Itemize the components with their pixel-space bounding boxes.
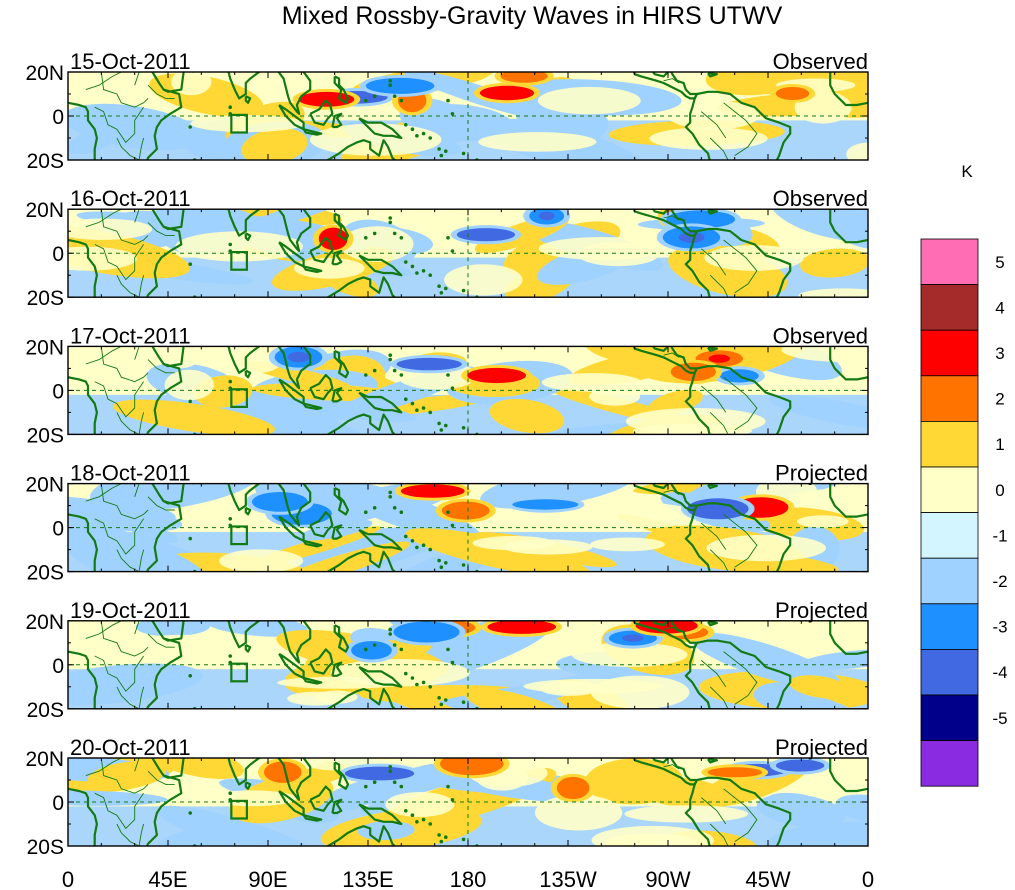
lon-label-180: 180	[450, 867, 487, 890]
colorbar-tick-label: 4	[995, 298, 1004, 317]
panel-type: Projected	[775, 598, 868, 623]
map-panel: 15-Oct-2011 Observed 20N 0 20S	[25, 49, 869, 173]
lon-label-45e: 45E	[148, 867, 187, 890]
panel-date: 19-Oct-2011	[70, 598, 191, 623]
panel-type: Observed	[773, 323, 868, 348]
lon-label-0-end: 0	[862, 867, 874, 890]
colorbar-tick-label: 0	[995, 481, 1004, 500]
colorbar-box	[920, 557, 979, 605]
colorbar-tick-label: -5	[992, 709, 1007, 728]
lat-label: 20N	[25, 474, 64, 497]
map-panel: 16-Oct-2011 Observed 20N 0 20S	[25, 186, 869, 310]
lon-label-135w: 135W	[539, 867, 597, 890]
lon-label-45w: 45W	[745, 867, 790, 890]
longitude-axis: 0 45E 90E 135E 180 135W 90W 45W 0	[62, 867, 874, 890]
figure-title: Mixed Rossby-Gravity Waves in HIRS UTWV	[282, 2, 783, 30]
panel-date: 16-Oct-2011	[70, 186, 191, 211]
panel-date: 18-Oct-2011	[70, 461, 191, 486]
panel-date: 20-Oct-2011	[70, 735, 191, 760]
colorbar-box	[920, 649, 979, 696]
colorbar-tick-label: -3	[992, 618, 1007, 637]
panel-type: Observed	[773, 186, 868, 211]
lat-label: 20S	[27, 836, 64, 859]
lon-label-135e: 135E	[342, 867, 393, 890]
lat-label: 20N	[25, 62, 64, 85]
panel-date: 17-Oct-2011	[70, 323, 191, 348]
colorbar-box	[920, 466, 979, 513]
colorbar-box	[920, 329, 979, 377]
lon-label-90e: 90E	[248, 867, 287, 890]
map-panel: 18-Oct-2011 Projected 20N 0 20S	[25, 461, 869, 585]
colorbar-box	[920, 740, 979, 787]
colorbar-tick-label: -1	[992, 526, 1007, 545]
colorbar-unit: K	[961, 162, 973, 181]
colorbar-tick-label: 1	[995, 435, 1004, 454]
lat-label: 20N	[25, 748, 64, 771]
colorbar-tick-label: 5	[995, 253, 1004, 272]
colorbar-tick-label: -2	[992, 572, 1007, 591]
lat-label: 20S	[27, 150, 64, 173]
lat-label: 20S	[27, 699, 64, 722]
lat-label: 0	[52, 792, 64, 815]
colorbar: K 5 4 3 2 1 0 -1 -2 -3 -4 -5	[920, 162, 1008, 787]
lat-label: 20S	[27, 562, 64, 585]
colorbar-box	[920, 420, 979, 468]
lat-label: 0	[52, 243, 64, 266]
lat-label: 0	[52, 106, 64, 129]
colorbar-box	[920, 238, 979, 285]
colorbar-tick-label: 3	[995, 344, 1004, 363]
colorbar-tick-label: -4	[992, 663, 1007, 682]
map-panel: 19-Oct-2011 Projected 20N 0 20S	[25, 598, 869, 722]
map-panels: 15-Oct-2011 Observed 20N 0 20S 16-Oct-2011 Obs…	[25, 49, 869, 859]
colorbar-box	[920, 375, 979, 422]
lat-label: 0	[52, 518, 64, 541]
lat-label: 20N	[25, 336, 64, 359]
map-panel: 20-Oct-2011 Projected 20N 0 20S	[25, 735, 869, 859]
lat-label: 20S	[27, 287, 64, 310]
lat-label: 20N	[25, 611, 64, 634]
panel-type: Projected	[775, 461, 868, 486]
lat-label: 0	[52, 655, 64, 678]
colorbar-box	[920, 512, 979, 559]
lon-label-90w: 90W	[645, 867, 690, 890]
map-panel: 17-Oct-2011 Observed 20N 0 20S	[25, 323, 869, 447]
panel-type: Observed	[773, 49, 868, 74]
panel-type: Projected	[775, 735, 868, 760]
panel-date: 15-Oct-2011	[70, 49, 191, 74]
colorbar-box	[920, 603, 979, 650]
lat-label: 20S	[27, 424, 64, 447]
lat-label: 20N	[25, 199, 64, 222]
colorbar-box	[920, 694, 979, 741]
lon-label-0: 0	[62, 867, 74, 890]
colorbar-tick-label: 2	[995, 390, 1004, 409]
lat-label: 0	[52, 380, 64, 403]
colorbar-box	[920, 284, 979, 331]
